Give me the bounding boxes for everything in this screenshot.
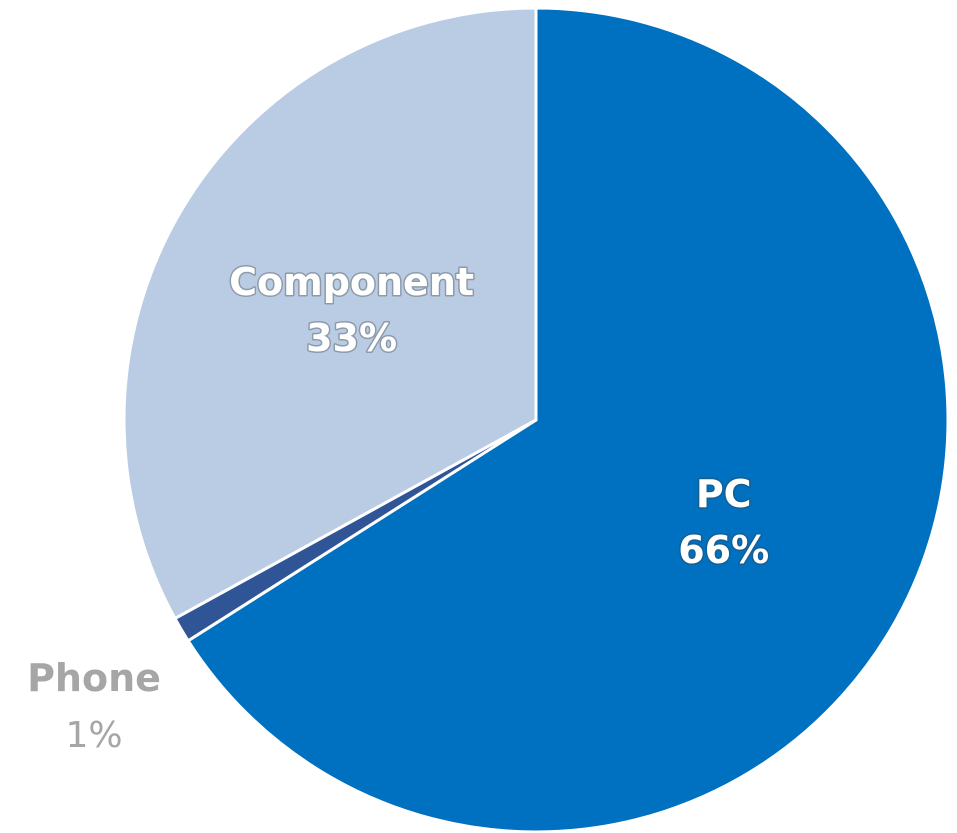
slice-label-name-phone: Phone [27,656,161,700]
slice-label-value-pc: 66% [678,528,769,572]
slice-label-name-pc: PC [696,472,752,516]
pie-labels: PC 66% Phone 1% Component 33% [27,258,771,756]
pie-slice-pc [186,6,950,833]
pie-slice-component [122,6,538,620]
slice-label-name-component: Component [229,260,474,304]
slice-label-value-component: 33% [306,316,397,360]
slice-label-value-phone: 1% [65,715,122,756]
pie-slices [122,6,950,833]
